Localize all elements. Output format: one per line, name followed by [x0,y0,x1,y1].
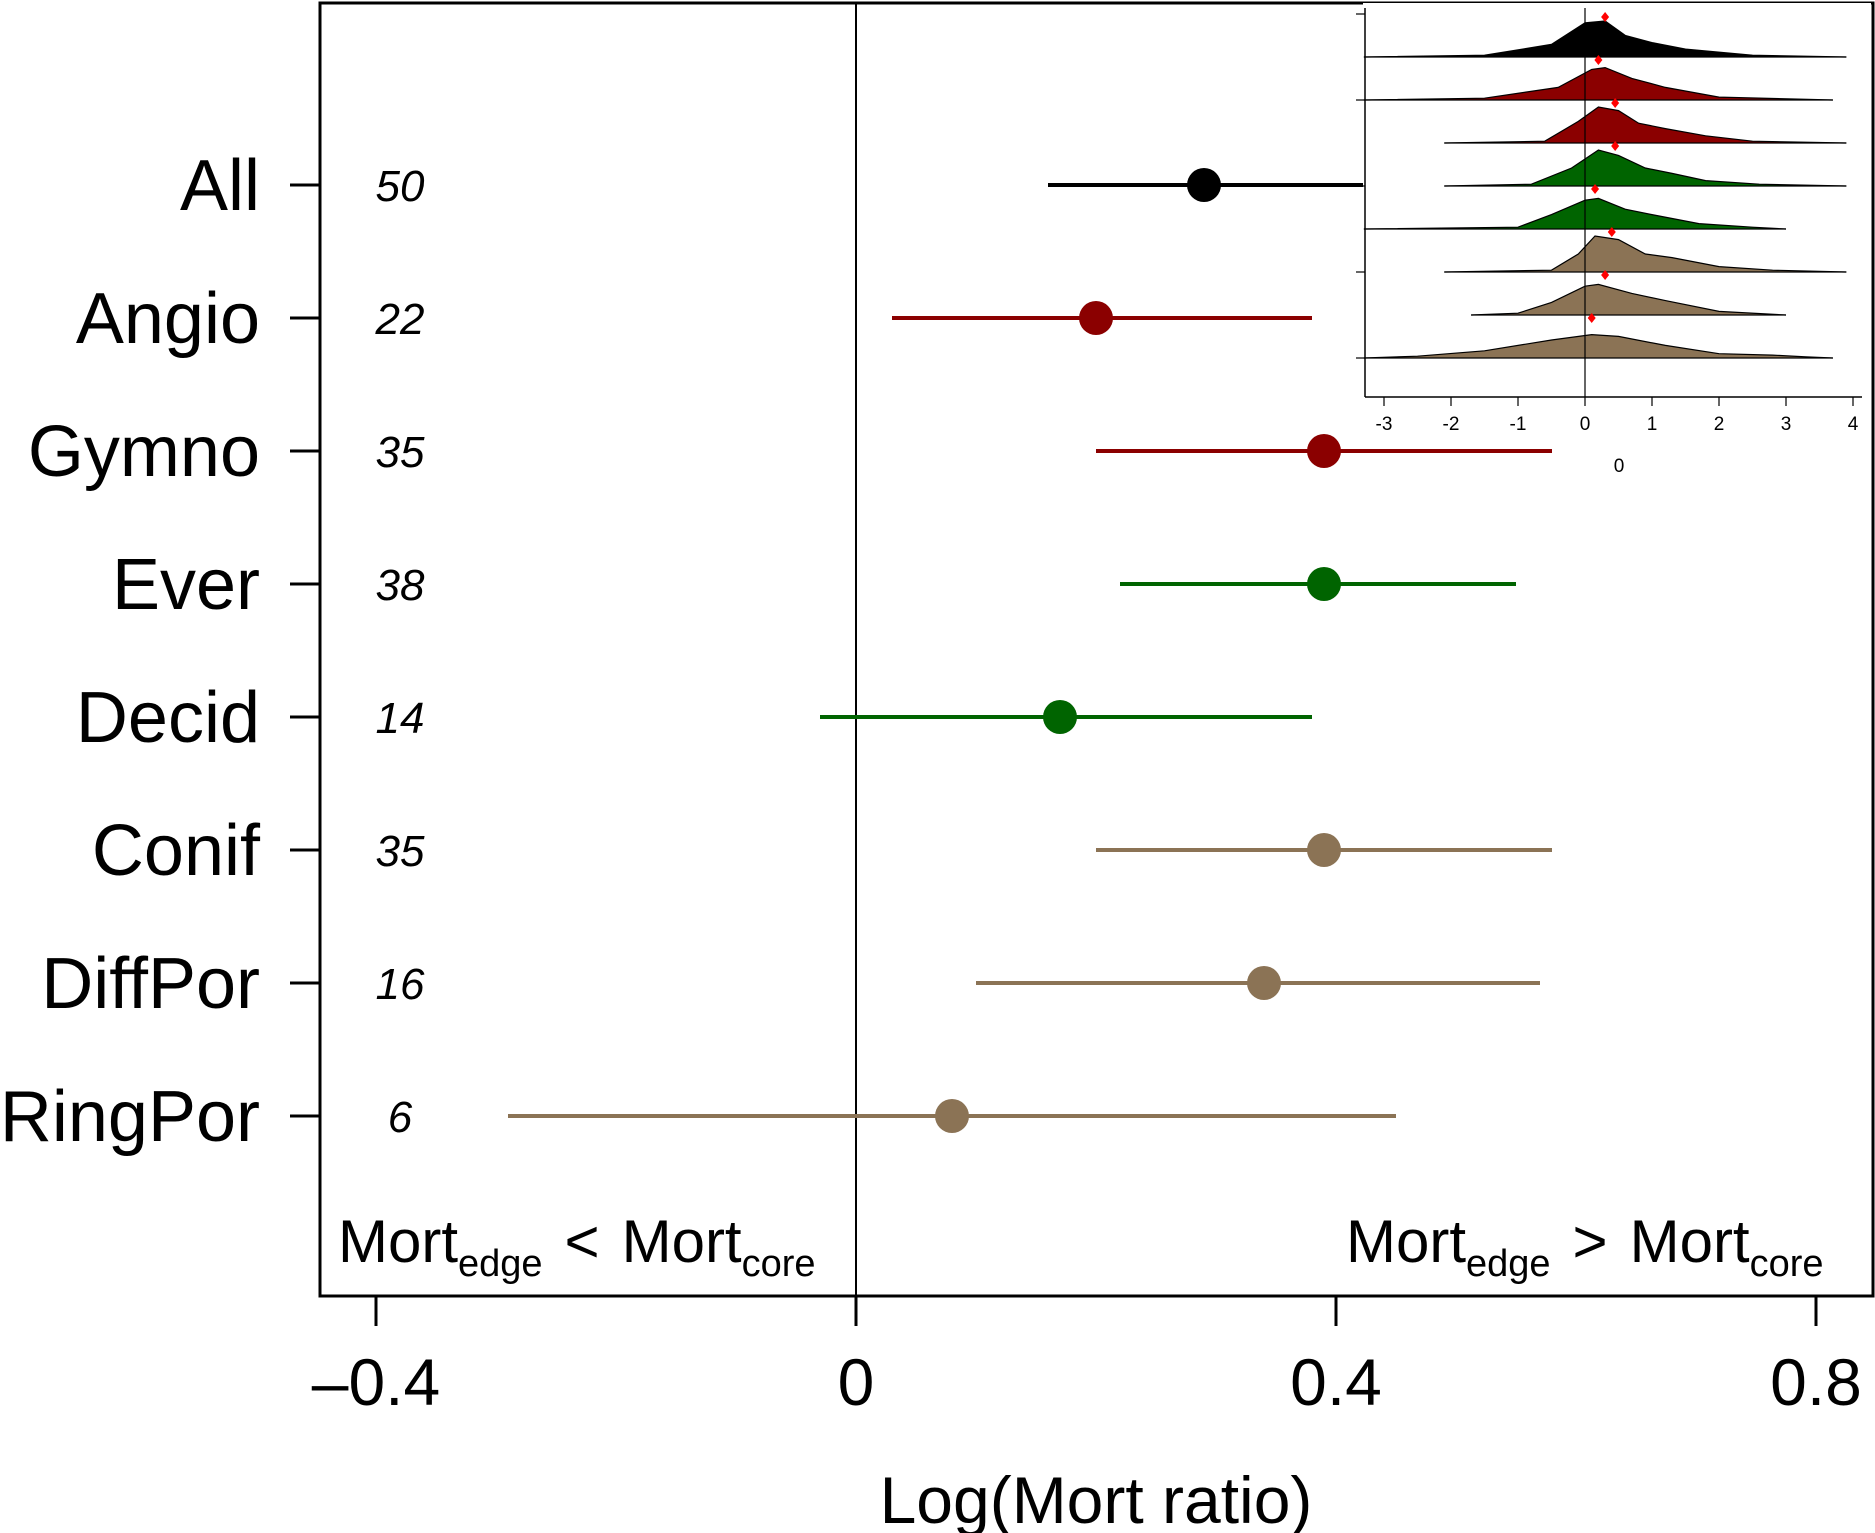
category-label: Ever [112,545,260,625]
x-tick-label: –0.4 [312,1345,440,1419]
mean-marker [1594,55,1603,65]
inset-x-axis: -3 -2 -1 0 1 2 3 4 [1356,8,1862,435]
density-ridge [1363,197,1787,230]
sample-count: 14 [376,694,425,743]
inset-density-plot: -3 -2 -1 0 1 2 3 4 0 [1356,3,1871,477]
category-label: Gymno [28,412,260,492]
point-estimate [1247,966,1281,1000]
density-ridge [1363,20,1847,58]
category-label: All [180,146,260,226]
annotation-left-main2: Mort [622,1208,742,1275]
mean-marker [1601,270,1610,280]
point-estimate [1307,833,1341,867]
point-estimate [1187,168,1221,202]
inset-x-tick-label: -1 [1510,414,1527,435]
point-estimate [1307,434,1341,468]
annotation-right-sub2: core [1750,1243,1824,1285]
category-label: Angio [76,279,260,359]
sample-counts: 50 22 35 38 14 35 16 6 [375,162,425,1142]
annotation-right-op: > [1573,1208,1608,1275]
category-label: Decid [76,678,260,758]
sample-count: 38 [376,561,425,610]
inset-x-tick-label: -2 [1443,414,1460,435]
x-axis-label: Log(Mort ratio) [880,1463,1313,1533]
inset-x-tick-label: 3 [1781,414,1792,435]
sample-count: 50 [376,162,425,211]
annotation-left-sub2: core [742,1243,816,1285]
plot-frame [318,1,1875,1298]
annotation-left-main1: Mort [338,1208,458,1275]
annotation-left-op: < [565,1208,600,1275]
inset-x-tick-label: -3 [1376,414,1393,435]
sample-count: 22 [375,295,425,344]
annotation-right-main2: Mort [1630,1208,1750,1275]
x-tick-label: 0.4 [1290,1345,1382,1419]
sample-count: 35 [376,827,425,876]
inset-x-axis-label: 0 [1614,456,1625,477]
density-ridge [1363,333,1833,359]
sample-count: 6 [388,1093,413,1142]
mean-marker [1607,227,1616,237]
inset-background [1363,3,1871,398]
category-label: RingPor [0,1077,260,1157]
inset-x-tick-label: 1 [1647,414,1658,435]
point-estimate [935,1099,969,1133]
x-axis: –0.4 0 0.4 0.8 [312,1296,1862,1419]
annotation-left: Mortedge < Mortcore [338,1208,816,1285]
density-ridge [1363,66,1833,101]
mean-marker [1601,12,1610,22]
point-estimate [1307,567,1341,601]
sample-count: 16 [376,960,425,1009]
density-ridge [1444,235,1847,273]
inset-ridges [1363,12,1847,359]
category-labels: All Angio Gymno Ever Decid Conif DiffPor RingPo… [0,146,320,1157]
mean-marker [1611,141,1620,151]
main-plot [508,3,1552,1296]
category-label: DiffPor [41,944,260,1024]
annotation-right-sub1: edge [1466,1243,1551,1285]
density-ridge [1444,106,1847,144]
point-estimate [1079,301,1113,335]
category-label: Conif [92,811,261,891]
density-ridge [1444,149,1847,187]
density-ridge [1471,283,1787,316]
mean-marker [1587,313,1596,323]
mean-marker [1611,98,1620,108]
point-estimate [1043,700,1077,734]
inset-x-tick-label: 0 [1580,414,1591,435]
annotation-left-sub1: edge [458,1243,543,1285]
sample-count: 35 [376,428,425,477]
annotation-right-main1: Mort [1346,1208,1466,1275]
annotation-right: Mortedge > Mortcore [1346,1208,1824,1285]
inset-x-tick-label: 2 [1714,414,1725,435]
inset-x-tick-label: 4 [1848,414,1859,435]
mean-marker [1591,184,1600,194]
x-tick-label: 0 [838,1345,875,1419]
x-tick-label: 0.8 [1770,1345,1862,1419]
